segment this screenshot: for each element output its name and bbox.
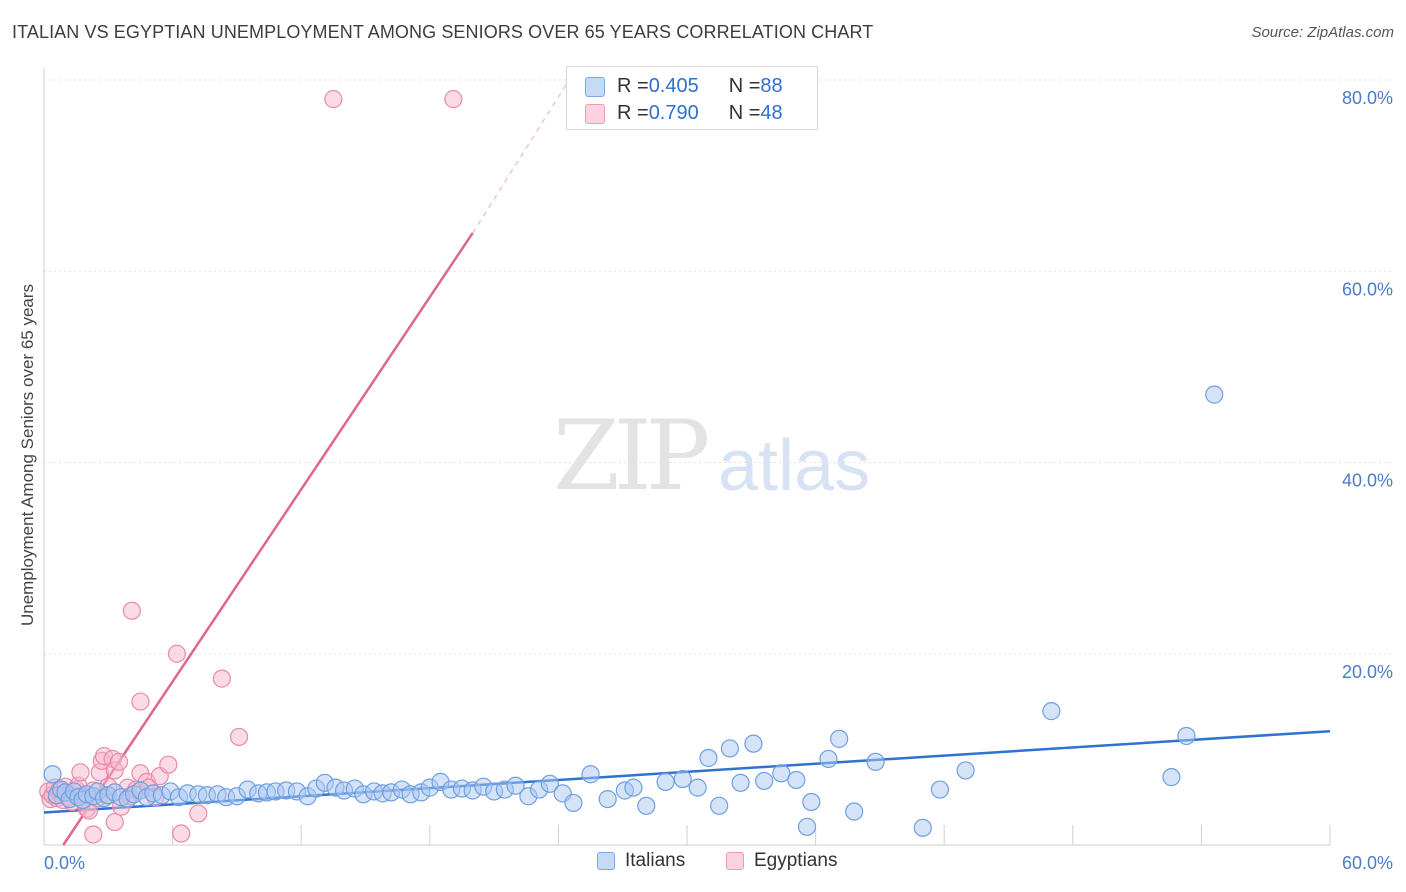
legend-swatch-italians [585,76,605,97]
point-italians [656,772,675,791]
trend-line-egyptians-extension [472,79,570,234]
point-italians [830,729,849,748]
legend-r-label: R = [617,102,649,124]
axes [43,68,1330,846]
point-italians [506,776,525,795]
grid-lines [44,79,1392,845]
legend-row-italians: R = 0.405 N = 88 [585,75,783,98]
watermark-atlas: atlas [718,426,871,506]
y-tick-label: 20.0% [1342,662,1393,682]
point-italians [720,739,739,758]
point-italians [1042,702,1061,721]
egyptians-points [39,90,463,844]
point-italians [930,780,950,799]
point-egyptians [71,763,90,782]
point-italians [787,770,806,790]
point-italians [540,774,559,793]
point-egyptians [229,727,249,747]
point-italians [956,761,975,780]
point-italians [772,764,791,783]
legend-n-label: N = [728,102,761,124]
point-italians [731,773,750,792]
point-egyptians [324,90,343,109]
series-swatch-italians [597,852,615,870]
watermark-zip: ZIP [553,400,710,512]
point-egyptians [122,601,141,620]
point-italians [581,765,600,784]
point-italians [598,789,617,809]
legend-r-egyptians: 0.790 [648,102,699,124]
point-italians [688,778,707,797]
legend-n-italians: 88 [760,75,783,97]
legend-n-egyptians: 48 [760,102,783,124]
x-tick-label: 60.0% [1342,853,1393,873]
point-egyptians [444,90,463,109]
point-italians [564,793,583,813]
series-legend: Italians Egyptians [0,850,1406,880]
point-italians [624,778,643,797]
x-tick-label: 0.0% [44,853,85,873]
point-egyptians [189,804,208,823]
legend-r-italians: 0.405 [648,75,699,97]
series-label-italians: Italians [625,850,686,871]
trend-line-egyptians [62,232,474,846]
legend-r-label: R = [617,75,649,97]
point-italians [673,769,692,789]
y-axis-label: Unemployment Among Seniors over 65 years [18,284,37,626]
point-italians [845,802,864,821]
italians-points [43,385,1224,837]
legend-swatch-egyptians [585,103,605,124]
series-legend-italians[interactable]: Italians [597,850,685,872]
point-italians [43,765,62,784]
source-label: Source: ZipAtlas.com [1251,24,1394,41]
point-italians [797,817,817,836]
point-italians [710,796,729,815]
point-italians [866,752,885,771]
point-egyptians [131,692,150,711]
point-egyptians [105,812,124,832]
point-egyptians [167,644,186,663]
legend-row-egyptians: R = 0.790 N = 48 [585,102,783,125]
chart-title: ITALIAN VS EGYPTIAN UNEMPLOYMENT AMONG S… [12,22,874,42]
point-italians [819,749,838,769]
y-tick-label: 60.0% [1342,279,1393,299]
point-egyptians [109,752,129,771]
legend-n-label: N = [728,75,761,97]
point-italians [1162,768,1181,787]
y-tick-label: 80.0% [1342,88,1393,108]
point-italians [913,818,932,837]
y-tick-label: 40.0% [1342,471,1393,491]
tick-labels: 20.0% 40.0% 60.0% 80.0% 0.0% 60.0% [44,88,1393,873]
point-egyptians [159,755,178,774]
series-label-egyptians: Egyptians [754,850,838,871]
point-egyptians [212,669,231,688]
point-italians [1177,726,1196,746]
point-italians [699,748,718,768]
point-italians [1205,385,1224,404]
point-egyptians [84,825,103,844]
series-swatch-egyptians [726,852,744,870]
series-legend-egyptians[interactable]: Egyptians [726,850,837,872]
point-italians [755,771,774,791]
point-italians [744,734,763,753]
stats-legend: R = 0.405 N = 88 R = 0.790 N = 48 [566,66,818,130]
point-italians [637,796,656,815]
point-egyptians [172,824,191,843]
point-italians [802,792,821,812]
